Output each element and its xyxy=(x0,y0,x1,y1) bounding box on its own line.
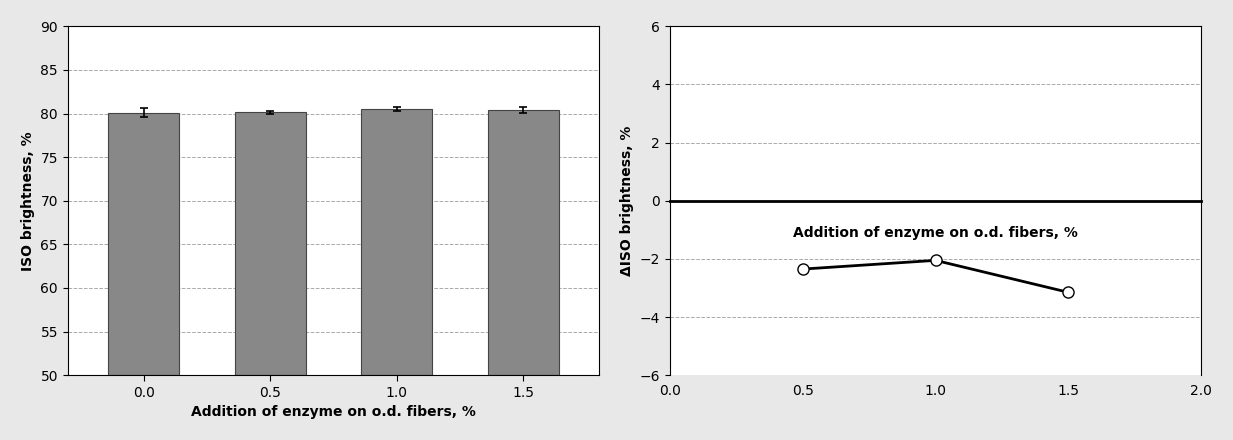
X-axis label: Addition of enzyme on o.d. fibers, %: Addition of enzyme on o.d. fibers, % xyxy=(793,226,1078,240)
Bar xyxy=(109,113,179,375)
Text: 0.0: 0.0 xyxy=(658,384,681,398)
Bar xyxy=(361,109,432,375)
Y-axis label: ISO brightness, %: ISO brightness, % xyxy=(21,131,35,271)
X-axis label: Addition of enzyme on o.d. fibers, %: Addition of enzyme on o.d. fibers, % xyxy=(191,405,476,419)
Text: 1.5: 1.5 xyxy=(1058,384,1079,398)
Y-axis label: ΔISO brightness, %: ΔISO brightness, % xyxy=(620,125,634,276)
Text: 1.0: 1.0 xyxy=(925,384,947,398)
Bar xyxy=(234,112,306,375)
Text: 2.0: 2.0 xyxy=(1190,384,1212,398)
Bar xyxy=(488,110,559,375)
Text: 0.5: 0.5 xyxy=(792,384,814,398)
